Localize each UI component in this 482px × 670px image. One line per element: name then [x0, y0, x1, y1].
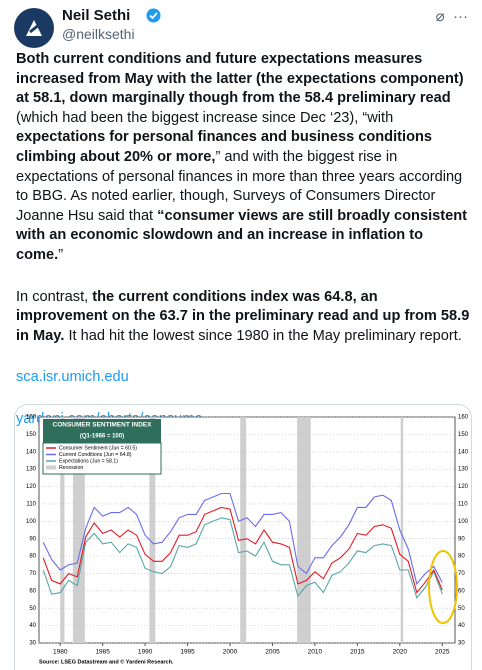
x-tick-label: 2000	[223, 649, 238, 656]
x-tick-label: 2020	[393, 649, 408, 656]
x-tick-label: 1995	[180, 649, 195, 656]
y-tick-label: 60	[29, 588, 36, 594]
title-box	[43, 419, 161, 443]
y-tick-label: 60	[458, 588, 465, 594]
avatar[interactable]	[14, 8, 54, 48]
y-tick-label: 150	[458, 432, 469, 438]
x-tick-label: 2005	[265, 649, 280, 656]
author-name[interactable]: Neil Sethi	[62, 7, 131, 24]
y-tick-label: 70	[29, 571, 36, 577]
y-tick-label: 130	[458, 467, 469, 473]
text-segment: (which had been the biggest increase sin…	[16, 109, 394, 126]
y-tick-label: 120	[458, 484, 469, 490]
chart-title: CONSUMER SENTIMENT INDEX	[53, 422, 153, 429]
recession-band	[60, 417, 65, 643]
recession-band	[149, 417, 156, 643]
series-line	[42, 506, 443, 594]
y-tick-label: 90	[29, 536, 36, 542]
text-segment: ” and with the biggest rise in expectati…	[16, 148, 463, 224]
y-tick-label: 110	[26, 502, 36, 508]
paragraph: Both current conditions and future expec…	[16, 50, 472, 266]
tweet-text: Both current conditions and future expec…	[16, 50, 472, 452]
y-tick-label: 40	[29, 623, 36, 629]
media[interactable]: 30 30 40 40 50 50 60 60 70 70 80 80 90 90 100 100 110 110…	[14, 404, 472, 670]
chart-source: Source: LSEG Datastream and © Yardeni Re…	[39, 658, 174, 665]
x-tick-label: 1985	[95, 649, 110, 656]
author-handle[interactable]: @neilksethi	[62, 26, 135, 42]
y-tick-label: 160	[458, 415, 469, 421]
chart: 30 30 40 40 50 50 60 60 70 70 80 80 90 90 100 100 110 110…	[26, 415, 469, 666]
y-tick-label: 90	[458, 536, 465, 542]
y-tick-label: 130	[26, 467, 37, 473]
text-segment: the current conditions index was 64.8, a…	[16, 288, 470, 344]
text-segment: Both current conditions and future expec…	[16, 51, 464, 107]
x-tick-label: 2025	[435, 649, 450, 656]
recession-band	[297, 417, 311, 643]
y-tick-label: 40	[458, 623, 465, 629]
y-tick-label: 70	[458, 571, 465, 577]
y-tick-label: 150	[26, 432, 37, 438]
y-tick-label: 50	[458, 606, 465, 612]
series-line	[42, 517, 443, 599]
y-tick-label: 100	[458, 519, 469, 525]
legend-label: Current Conditions (Jun = 64.8)	[59, 452, 132, 458]
y-tick-label: 80	[29, 554, 36, 560]
recession-band	[240, 417, 247, 643]
avatar-logo	[26, 20, 42, 36]
legend-label: Consumer Sentiment (Jun = 60.5)	[59, 445, 137, 451]
text-segment: ”	[58, 246, 64, 263]
text-segment: In contrast,	[16, 288, 93, 305]
y-tick-label: 30	[29, 641, 36, 647]
recession-band	[72, 417, 85, 643]
verified-badge	[146, 8, 161, 23]
x-tick-label: 1990	[138, 649, 153, 656]
y-tick-label: 140	[26, 449, 37, 455]
text-segment: “consumer views are still broadly consis…	[16, 207, 467, 263]
link[interactable]: sca.isr.umich.edu	[16, 369, 129, 386]
y-tick-label: 30	[458, 641, 465, 647]
x-tick-label: 1980	[53, 649, 68, 656]
y-tick-label: 140	[458, 449, 469, 455]
highlight-circle	[428, 550, 458, 624]
recession-band	[400, 417, 404, 643]
y-tick-label: 110	[458, 502, 468, 508]
x-tick-label: 2015	[350, 649, 365, 656]
y-tick-label: 80	[458, 554, 465, 560]
legend-label: Expectations (Jun = 58.1)	[59, 458, 118, 464]
legend-swatch	[46, 465, 56, 470]
y-tick-label: 120	[26, 484, 37, 490]
legend-label: Recession	[59, 465, 83, 471]
legend-box	[42, 442, 162, 475]
series-line	[42, 492, 443, 586]
text-segment: It had hit the lowest since 1980 in the …	[64, 327, 462, 344]
x-tick-label: 2010	[308, 649, 323, 656]
paragraph: In contrast, the current conditions inde…	[16, 288, 472, 347]
text-segment: expectations for personal finances and b…	[16, 129, 433, 165]
y-tick-label: 160	[26, 415, 37, 421]
y-tick-label: 50	[29, 606, 36, 612]
y-tick-label: 100	[26, 519, 37, 525]
tweet-actions[interactable]: ⌀ ···	[435, 8, 468, 25]
chart-subtitle: (Q1-1966 = 100)	[80, 434, 124, 440]
